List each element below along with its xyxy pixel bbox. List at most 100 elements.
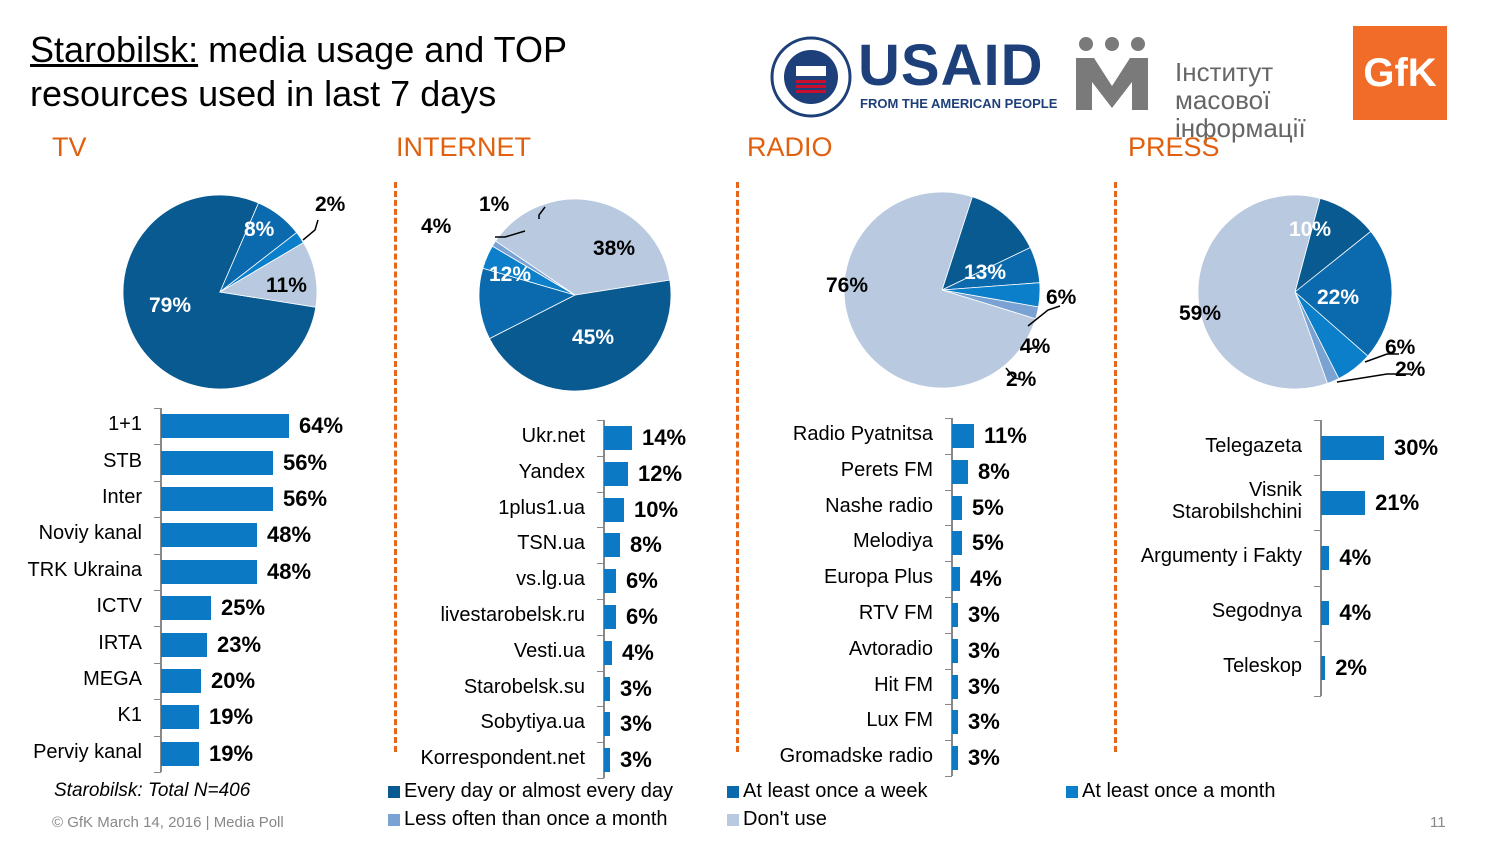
bar-internet <box>604 748 610 773</box>
bar-axis-tick <box>945 597 952 598</box>
bar-category-label: Gromadske radio <box>779 745 933 768</box>
bar-axis-tick <box>1314 585 1321 587</box>
bar-axis-tick <box>154 772 161 773</box>
bar-internet <box>604 497 624 522</box>
bar-axis-tick <box>945 668 952 670</box>
bar-internet <box>604 712 610 737</box>
bar-category-label: Europa Plus <box>824 566 933 589</box>
bar-axis-tick <box>1314 696 1321 697</box>
bar-internet <box>604 461 628 486</box>
bar-radio <box>952 567 960 592</box>
bar-category-label: Korrespondent.net <box>420 747 585 770</box>
bar-category-label: STB <box>103 449 142 472</box>
gfk-logo: GfK <box>1353 26 1447 120</box>
bar-axis-tick <box>154 590 161 591</box>
bar-category-label: Telegazeta <box>1205 434 1302 457</box>
pie-label-weekly: 22% <box>1317 286 1360 309</box>
bar-value-label: 19% <box>209 704 254 730</box>
legend-swatch <box>727 785 739 798</box>
bar-category-label: Avtoradio <box>848 637 933 660</box>
bar-tv <box>161 705 199 730</box>
bar-axis-tick <box>945 525 952 527</box>
pie-label-dont-use: 38% <box>593 237 636 260</box>
bar-tv <box>161 669 201 693</box>
bar-category-label: Perviy kanal <box>33 740 142 763</box>
bar-axis-tick <box>597 491 604 493</box>
bar-axis <box>160 408 162 772</box>
bar-axis-tick <box>945 561 952 563</box>
bar-axis-tick <box>1314 475 1321 477</box>
bar-value-label: 4% <box>1339 545 1372 570</box>
bar-press <box>1321 546 1330 570</box>
bar-axis-tick <box>597 706 604 708</box>
bar-axis-tick <box>154 735 161 737</box>
bar-category-label: Segodnya <box>1211 600 1302 623</box>
bar-value-label: 12% <box>638 460 683 486</box>
bar-axis-tick <box>597 420 604 421</box>
bar-axis-tick <box>154 699 161 701</box>
bar-tv <box>161 741 199 766</box>
bar-category-label: Teleskop <box>1223 655 1302 678</box>
bar-category-label: Visnik Starobilshchini <box>1171 478 1302 523</box>
bar-internet <box>604 533 620 558</box>
bar-axis-tick <box>597 599 604 600</box>
bar-category-label: Inter <box>101 486 142 508</box>
bar-category-label: ICTV <box>96 595 142 618</box>
pie-label-dont-use: 76% <box>826 274 869 297</box>
bar-value-label: 3% <box>968 673 1000 699</box>
bar-internet <box>604 425 632 450</box>
bar-axis-tick <box>945 418 952 419</box>
pie-slice-every-day <box>941 196 1031 291</box>
page-number: 11 <box>1430 814 1446 831</box>
bar-press <box>1321 490 1366 515</box>
pie-label-weekly: 8% <box>244 218 275 241</box>
legend-label: At least once a month <box>1082 780 1276 802</box>
bar-category-label: Hit FM <box>874 673 933 696</box>
bar-category-label: Radio Pyatnitsa <box>792 422 933 445</box>
bar-value-label: 23% <box>217 631 262 657</box>
pie-label-every-day: 10% <box>1289 218 1332 241</box>
bar-tv <box>161 632 207 657</box>
bar-tv <box>161 559 257 584</box>
bar-value-label: 3% <box>620 747 652 773</box>
bar-value-label: 3% <box>968 601 1000 627</box>
bar-radio <box>952 746 958 771</box>
pie-label-less-often: 1% <box>479 193 510 216</box>
bar-axis-tick <box>945 632 952 634</box>
legend-label: At least once a week <box>743 780 928 802</box>
bar-category-label: vs.lg.ua <box>516 568 585 591</box>
pie-label-less-often: 2% <box>1395 358 1426 381</box>
bar-tv <box>161 523 257 548</box>
sample-note: Starobilsk: Total N=406 <box>54 780 251 801</box>
bar-axis-tick <box>1314 640 1321 642</box>
pie-label-monthly: 6% <box>1385 336 1416 359</box>
pie-slice-dont-use <box>495 198 671 296</box>
bar-radio <box>952 602 958 627</box>
bar-axis-tick <box>597 563 604 565</box>
legend-swatch <box>388 813 400 826</box>
bar-value-label: 4% <box>1339 600 1372 626</box>
bar-axis-tick <box>945 704 952 706</box>
bar-axis-tick <box>597 634 604 636</box>
bar-tv <box>161 487 273 511</box>
bar-tv <box>161 414 289 439</box>
footer-copyright: © GfK March 14, 2016 | Media Poll <box>52 814 284 831</box>
bar-axis-tick <box>597 778 604 779</box>
bar-value-label: 4% <box>622 639 654 665</box>
bar-axis <box>951 418 953 776</box>
bar-axis-tick <box>1314 420 1321 421</box>
pie-chart-tv <box>122 194 318 390</box>
bar-value-label: 3% <box>968 745 1000 771</box>
bar-value-label: 5% <box>972 530 1004 556</box>
pie-slice-weekly <box>478 267 577 340</box>
bar-internet <box>604 569 616 594</box>
bar-tv <box>161 596 211 621</box>
bar-value-label: 20% <box>211 668 256 693</box>
bar-category-label: TRK Ukraina <box>27 558 142 581</box>
pie-slice-dont-use <box>843 191 1037 389</box>
bar-axis-tick <box>597 670 604 672</box>
pie-label-monthly: 4% <box>1020 335 1051 358</box>
bar-value-label: 19% <box>209 740 254 766</box>
bar-radio <box>952 710 958 735</box>
bar-category-label: Sobytiya.ua <box>480 711 585 734</box>
